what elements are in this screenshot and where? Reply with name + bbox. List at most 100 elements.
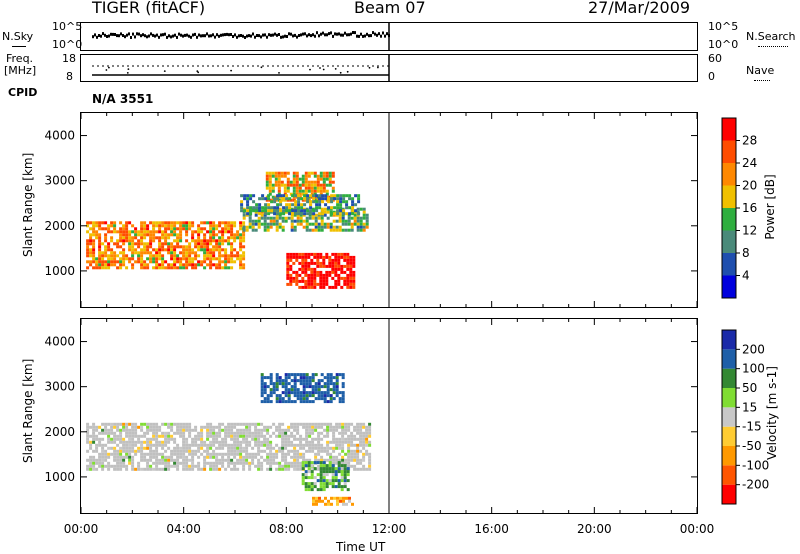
data-cell: [284, 431, 288, 435]
data-cell: [299, 467, 303, 471]
data-cell: [245, 431, 249, 435]
data-cell: [176, 464, 180, 468]
data-cell: [281, 464, 285, 468]
data-cell: [301, 479, 305, 483]
data-cell: [269, 425, 273, 429]
data-cell: [306, 200, 310, 204]
data-cell: [284, 394, 288, 398]
data-cell: [310, 285, 314, 289]
data-cell: [299, 222, 303, 226]
data-cell: [281, 382, 285, 386]
data-cell: [212, 437, 216, 441]
data-cell: [310, 252, 314, 256]
data-cell: [341, 425, 345, 429]
data-cell: [263, 449, 267, 453]
data-cell: [316, 473, 320, 477]
data-cell: [254, 222, 258, 226]
data-cell: [304, 261, 308, 265]
data-cell: [143, 467, 147, 471]
data-cell: [263, 225, 267, 229]
data-cell: [176, 422, 180, 426]
data-cell: [305, 379, 309, 383]
data-cell: [122, 464, 126, 468]
data-cell: [327, 499, 330, 503]
data-cell: [104, 455, 108, 459]
data-cell: [239, 233, 243, 237]
data-cell: [89, 455, 93, 459]
data-cell: [152, 452, 156, 456]
velocity-colorbar-label: 15: [742, 400, 757, 414]
data-cell: [325, 252, 329, 256]
data-cell: [128, 434, 132, 438]
data-cell: [332, 428, 336, 432]
data-cell: [170, 455, 174, 459]
data-cell: [308, 422, 312, 426]
data-cell: [104, 425, 108, 429]
data-cell: [107, 224, 111, 228]
data-cell: [146, 257, 150, 261]
data-cell: [328, 171, 332, 175]
data-cell: [301, 189, 305, 193]
data-cell: [322, 485, 326, 489]
data-cell: [104, 260, 108, 264]
data-cell: [86, 440, 90, 444]
data-cell: [290, 464, 294, 468]
data-cell: [206, 461, 210, 465]
data-cell: [179, 446, 183, 450]
data-cell: [203, 467, 207, 471]
power-region-2: [286, 252, 356, 289]
cpid-value: N/A 3551: [92, 92, 154, 106]
nsky-sample: [340, 33, 342, 37]
data-cell: [316, 488, 320, 492]
data-cell: [305, 397, 309, 401]
data-cell: [287, 440, 291, 444]
data-cell: [299, 379, 303, 383]
data-cell: [297, 197, 301, 201]
data-cell: [155, 422, 159, 426]
data-cell: [266, 397, 270, 401]
data-cell: [332, 385, 336, 389]
data-cell: [239, 461, 243, 465]
data-cell: [89, 464, 93, 468]
data-cell: [362, 452, 366, 456]
data-cell: [292, 255, 296, 259]
data-cell: [98, 458, 102, 462]
power-region-0: [86, 221, 246, 270]
data-cell: [346, 467, 350, 471]
freq-outlier: [278, 72, 280, 74]
data-cell: [200, 443, 204, 447]
data-cell: [338, 431, 342, 435]
data-cell: [230, 248, 234, 252]
data-cell: [304, 264, 308, 268]
data-cell: [239, 221, 243, 225]
data-cell: [332, 431, 336, 435]
data-cell: [188, 242, 192, 246]
data-cell: [290, 400, 294, 404]
data-cell: [299, 216, 303, 220]
data-cell: [337, 485, 341, 489]
data-cell: [319, 473, 323, 477]
data-cell: [346, 258, 350, 262]
data-cell: [155, 221, 159, 225]
data-cell: [356, 467, 360, 471]
data-cell: [89, 221, 93, 225]
data-cell: [334, 282, 338, 286]
data-cell: [284, 216, 288, 220]
data-cell: [122, 233, 126, 237]
data-cell: [331, 270, 335, 274]
nsky-tick-top: 10^5: [52, 20, 83, 33]
data-cell: [239, 254, 243, 258]
data-cell: [173, 230, 177, 234]
data-cell: [278, 467, 282, 471]
data-cell: [332, 446, 336, 450]
data-cell: [287, 428, 291, 432]
data-cell: [299, 373, 303, 377]
data-cell: [185, 227, 189, 231]
data-cell: [344, 440, 348, 444]
data-cell: [233, 431, 237, 435]
data-cell: [299, 382, 303, 386]
data-cell: [164, 437, 168, 441]
data-cell: [246, 200, 250, 204]
data-cell: [221, 248, 225, 252]
data-cell: [113, 455, 117, 459]
